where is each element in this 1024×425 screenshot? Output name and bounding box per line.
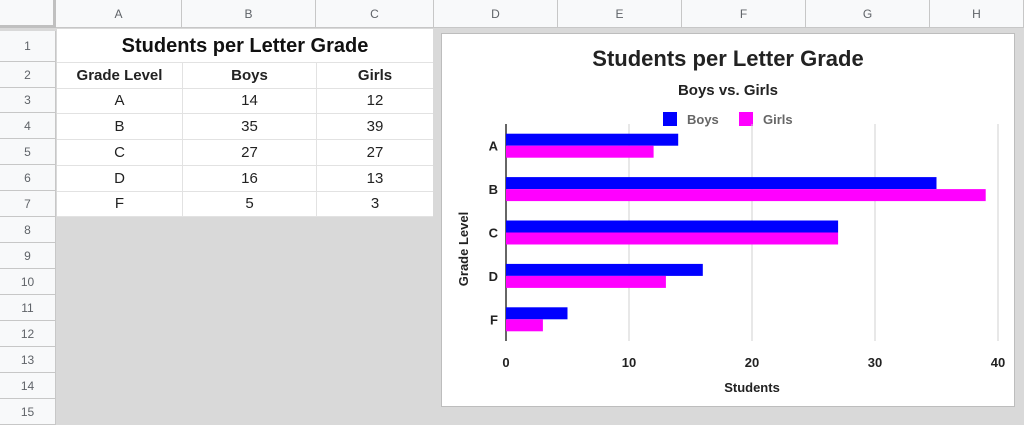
y-tick-label: B: [489, 182, 498, 197]
select-all-corner[interactable]: [0, 0, 56, 28]
table-cell[interactable]: 35: [241, 117, 258, 135]
chart-title: Students per Letter Grade: [592, 46, 863, 71]
table-cell[interactable]: 39: [366, 117, 384, 135]
x-tick-label: 10: [622, 355, 636, 370]
data-range: [57, 29, 433, 217]
x-tick-label: 0: [502, 355, 509, 370]
embedded-chart[interactable]: Students per Letter Grade Boys vs. Girls…: [441, 33, 1015, 407]
bar-girls-f: [506, 319, 543, 332]
bar-boys-f: [506, 307, 568, 320]
gridline: [57, 165, 433, 166]
bar-boys-a: [506, 133, 679, 146]
bar-boys-b: [506, 177, 937, 190]
table-cell[interactable]: C: [114, 143, 125, 161]
gridline: [57, 216, 433, 217]
gridline: [57, 62, 433, 63]
chart-bars: [506, 133, 986, 332]
column-header-h[interactable]: H: [930, 0, 1024, 28]
x-tick-label: 40: [991, 355, 1005, 370]
table-cell[interactable]: 13: [366, 169, 384, 187]
row-header-15[interactable]: 15: [0, 399, 56, 425]
row-header-9[interactable]: 9: [0, 243, 56, 269]
row-header-1[interactable]: 1: [0, 31, 56, 62]
header-cell-boys[interactable]: Boys: [231, 66, 268, 84]
chart-subtitle: Boys vs. Girls: [678, 82, 778, 99]
row-header-7[interactable]: 7: [0, 191, 56, 217]
table-cell[interactable]: 5: [245, 195, 254, 212]
column-header-f[interactable]: F: [682, 0, 806, 28]
table-cell[interactable]: A: [114, 92, 125, 109]
y-tick-label: C: [489, 226, 499, 241]
x-axis-title: Students: [724, 380, 780, 395]
table-cell[interactable]: D: [114, 169, 125, 187]
table-cell[interactable]: 14: [241, 92, 258, 109]
chart-legend: Boys Girls: [663, 112, 793, 127]
legend-label-boys: Boys: [687, 112, 719, 127]
bar-chart: Students per Letter Grade Boys vs. Girls…: [456, 46, 1006, 395]
table-cell[interactable]: 16: [241, 169, 258, 187]
column-header-d[interactable]: D: [434, 0, 558, 28]
row-header-2[interactable]: 2: [0, 62, 56, 88]
row-header-11[interactable]: 11: [0, 295, 56, 321]
legend-swatch-boys: [663, 112, 677, 126]
gridline: [57, 88, 433, 89]
column-header-e[interactable]: E: [558, 0, 682, 28]
gridline: [57, 113, 433, 114]
column-header-b[interactable]: B: [182, 0, 316, 28]
row-header-5[interactable]: 5: [0, 139, 56, 165]
gridline: [57, 191, 433, 192]
bar-girls-b: [506, 189, 986, 202]
row-header-6[interactable]: 6: [0, 165, 56, 191]
row-header-8[interactable]: 8: [0, 217, 56, 243]
row-header-4[interactable]: 4: [0, 113, 56, 139]
header-cell-girls[interactable]: Girls: [357, 66, 393, 84]
row-header-13[interactable]: 13: [0, 347, 56, 373]
bar-boys-d: [506, 263, 703, 276]
table-cell[interactable]: 3: [370, 195, 380, 212]
x-tick-label: 30: [868, 355, 882, 370]
bar-girls-d: [506, 275, 666, 288]
bar-girls-a: [506, 145, 654, 158]
legend-label-girls: Girls: [763, 112, 793, 127]
y-axis-title: Grade Level: [456, 212, 471, 286]
gridline: [57, 139, 433, 140]
row-header-10[interactable]: 10: [0, 269, 56, 295]
y-tick-label: D: [489, 269, 498, 284]
table-cell[interactable]: 12: [366, 92, 384, 109]
bar-girls-c: [506, 232, 839, 245]
x-tick-label: 20: [745, 355, 759, 370]
y-tick-label: A: [489, 139, 499, 154]
chart-axis-labels: 0 10 20 30 40 A B C D F: [489, 139, 1006, 370]
bar-boys-c: [506, 220, 839, 233]
legend-swatch-girls: [739, 112, 753, 126]
header-cell-grade-level[interactable]: Grade Level: [76, 66, 163, 84]
table-cell[interactable]: F: [114, 195, 125, 212]
column-header-c[interactable]: C: [316, 0, 434, 28]
row-header-14[interactable]: 14: [0, 373, 56, 399]
column-header-a[interactable]: A: [56, 0, 182, 28]
y-tick-label: F: [490, 312, 498, 327]
column-header-g[interactable]: G: [806, 0, 930, 28]
table-cell[interactable]: 27: [241, 143, 258, 161]
table-cell[interactable]: B: [114, 117, 125, 135]
table-title-cell[interactable]: Students per Letter Grade: [121, 35, 369, 57]
row-header-3[interactable]: 3: [0, 88, 56, 113]
row-header-12[interactable]: 12: [0, 321, 56, 347]
table-cell[interactable]: 27: [366, 143, 384, 161]
